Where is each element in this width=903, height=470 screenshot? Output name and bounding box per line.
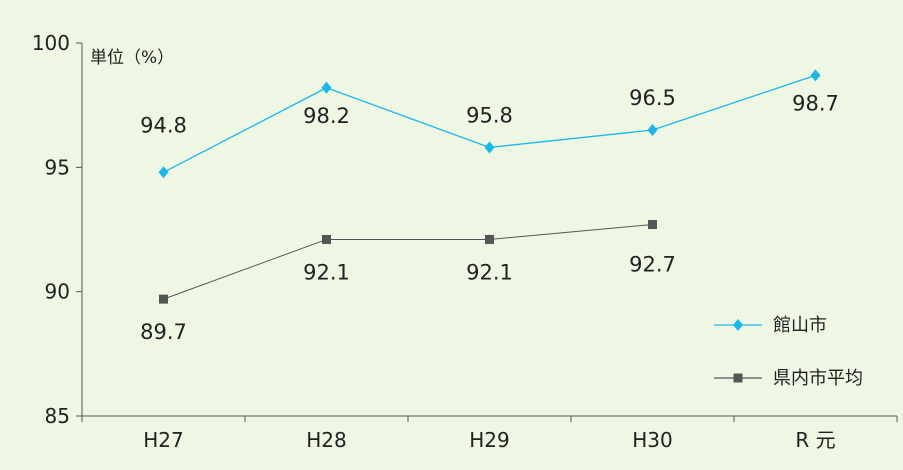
x-tick-label: H28 <box>306 428 347 452</box>
data-label: 92.1 <box>303 260 350 284</box>
y-tick-label: 95 <box>45 155 70 179</box>
y-tick-label: 100 <box>32 31 70 55</box>
x-axis-ticks: H27 H28 H29 H30 R 元 <box>81 416 898 452</box>
legend-label: 県内市平均 <box>773 368 863 389</box>
legend-marker <box>733 319 743 331</box>
data-point <box>321 81 332 94</box>
data-label: 98.7 <box>792 91 839 115</box>
data-label: 95.8 <box>466 103 513 127</box>
data-point <box>159 294 168 304</box>
data-point <box>647 124 658 137</box>
x-tick-label: H27 <box>143 428 184 452</box>
data-point <box>485 234 494 244</box>
legend-marker <box>733 373 743 383</box>
data-label: 96.5 <box>629 86 676 110</box>
data-label: 89.7 <box>140 320 187 344</box>
data-point <box>484 141 495 154</box>
series-line <box>163 224 653 300</box>
x-tick-label: H30 <box>632 428 673 452</box>
y-tick-label: 85 <box>45 404 70 428</box>
unit-label: 単位（%） <box>90 48 174 68</box>
data-point <box>158 166 169 179</box>
data-label: 94.8 <box>140 113 187 137</box>
data-label: 98.2 <box>303 104 350 128</box>
legend-item: 館山市 <box>714 315 827 336</box>
data-label: 92.1 <box>466 260 513 284</box>
y-axis-ticks: 85 90 95 100 <box>32 31 82 428</box>
data-label: 92.7 <box>629 253 676 277</box>
axes <box>81 43 897 417</box>
series-2: 89.7 92.1 92.1 92.7 <box>140 220 676 344</box>
series-layer: 94.8 98.2 95.8 96.5 98.7 89.7 92.1 92.1 92.7 <box>140 69 839 344</box>
x-tick-label: R 元 <box>795 428 835 452</box>
data-point <box>322 234 331 244</box>
x-tick-label: H29 <box>469 428 510 452</box>
series-1: 94.8 98.2 95.8 96.5 98.7 <box>140 69 839 179</box>
legend-item: 県内市平均 <box>714 368 863 389</box>
y-tick-label: 90 <box>45 280 70 304</box>
data-point <box>648 220 657 230</box>
legend-label: 館山市 <box>773 315 827 336</box>
data-point <box>810 69 821 82</box>
